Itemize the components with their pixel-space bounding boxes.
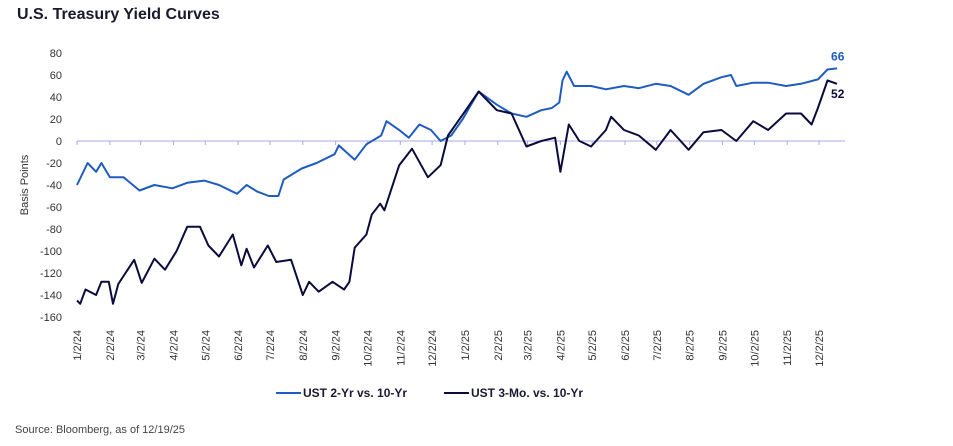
y-tick-label: -60 [46, 202, 62, 214]
x-tick-label: 1/2/24 [72, 330, 84, 361]
x-tick-label: 9/2/24 [331, 330, 343, 361]
x-tick-label: 3/2/24 [136, 330, 148, 361]
y-tick-label: 20 [50, 114, 62, 126]
y-tick-label: 40 [50, 92, 62, 104]
x-tick-label: 10/2/24 [362, 330, 374, 367]
chart-title: U.S. Treasury Yield Curves [17, 6, 220, 23]
x-tick-label: 2/2/24 [105, 330, 117, 361]
x-tick-label: 12/2/25 [814, 330, 826, 367]
series-line-3mo-10yr [76, 79, 838, 305]
x-tick-label: 10/2/25 [749, 330, 761, 367]
legend-label: UST 2-Yr vs. 10-Yr [303, 386, 407, 400]
y-tick-label: -100 [40, 246, 62, 258]
x-tick-label: 8/2/25 [685, 330, 697, 361]
x-tick-label: 11/2/24 [395, 330, 407, 366]
source-note: Source: Bloomberg, as of 12/19/25 [15, 424, 185, 436]
x-tick-label: 5/2/25 [587, 330, 599, 361]
x-tick-label: 4/2/25 [555, 330, 567, 361]
x-tick-label: 6/2/24 [233, 330, 245, 361]
y-tick-label: 0 [56, 136, 62, 148]
y-tick-label: 60 [50, 70, 62, 82]
end-value-label: 52 [831, 87, 845, 101]
x-tick-label: 5/2/24 [200, 330, 212, 361]
y-tick-label: -120 [40, 268, 62, 280]
end-value-label: 66 [831, 49, 845, 63]
x-tick-label: 6/2/25 [620, 330, 632, 361]
y-tick-label: -20 [46, 158, 62, 170]
x-tick-label: 12/2/24 [427, 330, 439, 367]
x-tick-label: 7/2/24 [265, 330, 277, 361]
x-tick-label: 2/2/25 [493, 330, 505, 361]
y-tick-label: 80 [50, 48, 62, 60]
x-tick-label: 1/2/25 [460, 330, 472, 361]
y-tick-label: -80 [46, 224, 62, 236]
x-tick-label: 3/2/25 [523, 330, 535, 361]
legend-label: UST 3-Mo. vs. 10-Yr [471, 386, 583, 400]
x-tick-label: 7/2/25 [652, 330, 664, 361]
y-tick-label: -160 [40, 312, 62, 324]
series-line-2yr-10yr [76, 67, 838, 197]
y-tick-label: -40 [46, 180, 62, 192]
x-tick-label: 4/2/24 [168, 330, 180, 361]
y-axis-label: Basis Points [19, 154, 31, 215]
y-tick-label: -140 [40, 290, 62, 302]
x-tick-label: 8/2/24 [298, 330, 310, 361]
x-tick-label: 11/2/25 [782, 330, 794, 366]
x-tick-label: 9/2/25 [718, 330, 730, 361]
